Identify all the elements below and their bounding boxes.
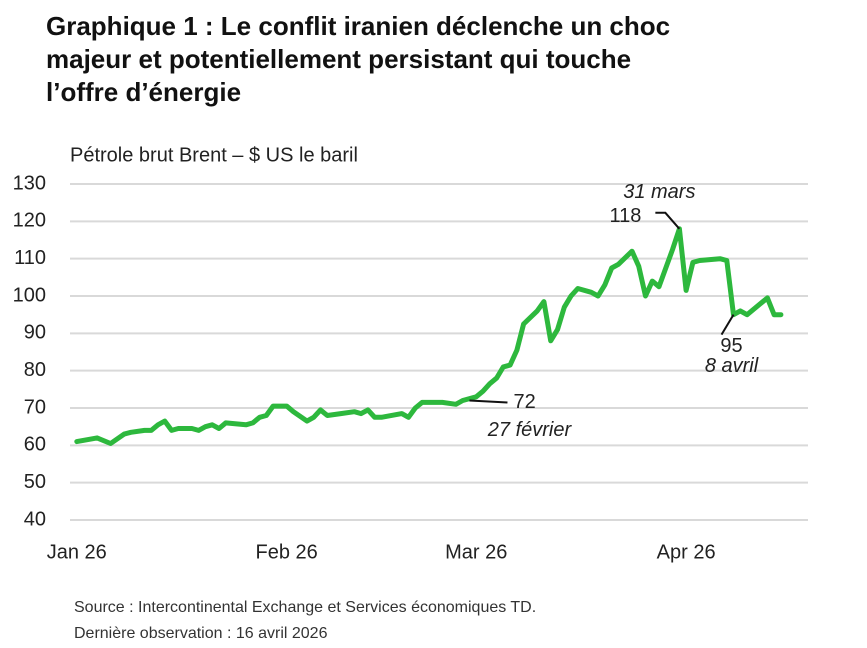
x-tick-label: Jan 26	[47, 541, 107, 563]
y-tick-label: 70	[24, 396, 46, 418]
source: Source : Intercontinental Exchange et Se…	[74, 599, 536, 616]
x-tick-label: Apr 26	[657, 541, 716, 563]
x-tick-label: Mar 26	[445, 541, 507, 563]
price-line	[74, 226, 784, 446]
y-tick-label: 40	[24, 508, 46, 530]
annotation-date: 31 mars	[623, 181, 695, 203]
y-tick-label: 60	[24, 434, 46, 456]
annotation-date: 8 avril	[705, 355, 759, 377]
chart-title: Graphique 1 : Le conflit iranien déclenc…	[46, 11, 671, 107]
leader-line	[720, 314, 735, 336]
y-tick-label: 80	[24, 359, 46, 381]
y-tick-label: 50	[24, 471, 46, 493]
y-tick-label: 90	[24, 322, 46, 344]
leader-line	[655, 211, 681, 230]
y-tick-label: 100	[13, 284, 46, 306]
x-tick-label: Feb 26	[256, 541, 318, 563]
y-tick-label: 130	[13, 172, 46, 194]
y-tick-label: 120	[13, 210, 46, 232]
leader-line	[469, 399, 508, 404]
annotation-value: 72	[513, 391, 535, 413]
chart-subtitle: Pétrole brut Brent – $ US le baril	[70, 144, 358, 166]
annotation-value: 118	[609, 205, 641, 227]
y-tick-label: 110	[14, 247, 46, 269]
annotation-date: 27 février	[487, 419, 573, 441]
annotation-value: 95	[720, 335, 742, 357]
last-observation: Dernière observation : 16 avril 2026	[74, 625, 328, 642]
